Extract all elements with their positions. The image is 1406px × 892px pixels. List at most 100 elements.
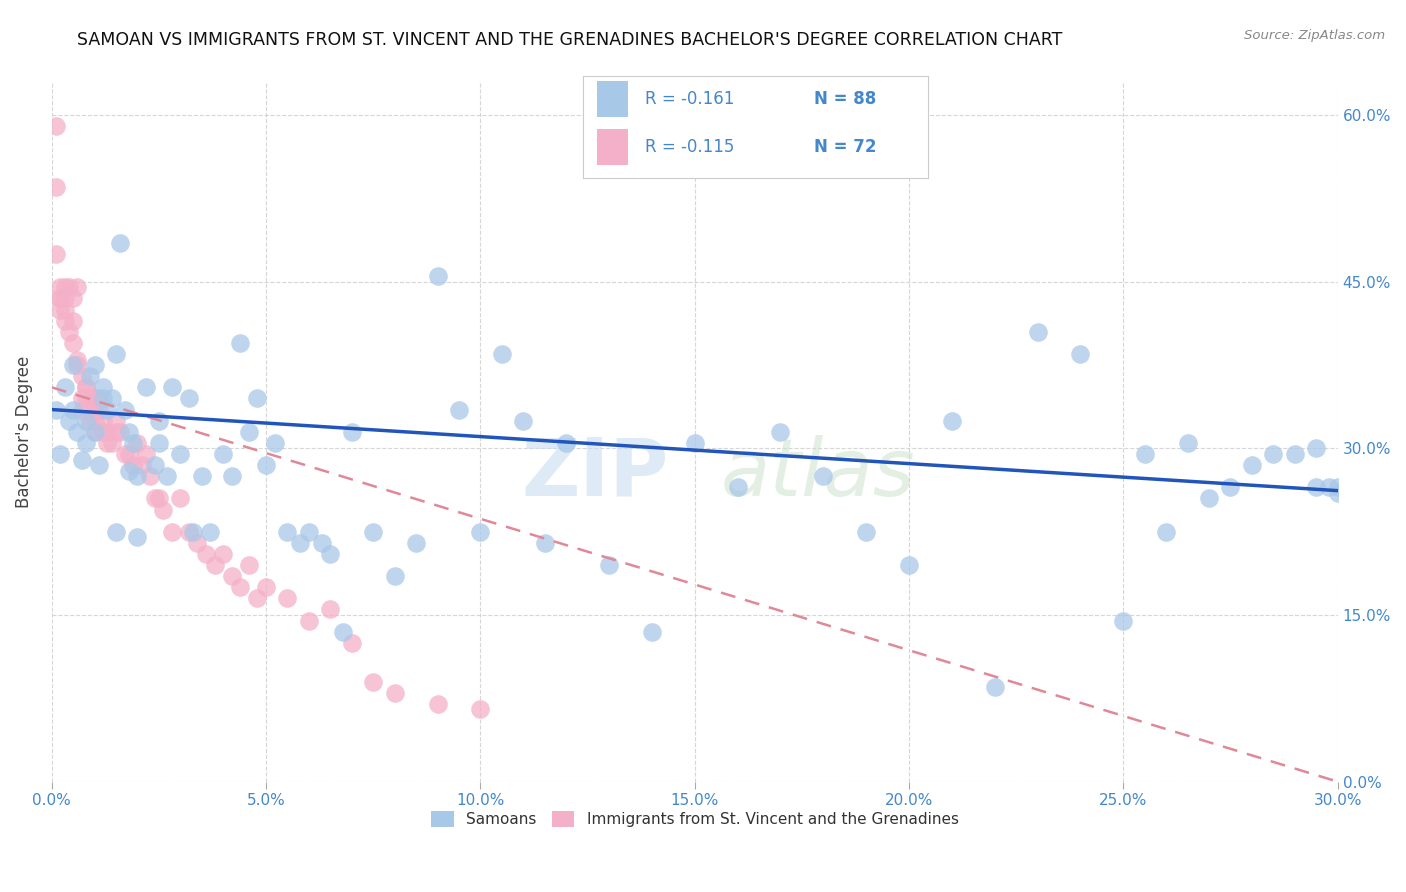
Point [177,392,200,406]
Text: ZIP: ZIP [522,434,669,513]
Point [1219,480,1241,494]
Point [83,392,105,406]
Point [66,280,89,294]
Point [87,392,110,406]
Point [83,425,105,439]
Point [727,480,749,494]
Point [221,569,243,583]
Point [135,447,157,461]
Point [319,547,342,561]
Point [160,380,183,394]
Point [186,536,208,550]
Point [79,369,101,384]
Text: atlas: atlas [720,434,915,513]
Point [1112,614,1135,628]
Point [191,469,214,483]
Point [1317,480,1340,494]
Point [96,436,118,450]
Point [384,569,406,583]
Point [105,524,128,539]
Point [1177,436,1199,450]
Point [105,425,128,439]
Point [110,425,132,439]
Point [83,425,105,439]
Point [169,491,191,506]
Point [340,425,363,439]
Point [75,414,97,428]
Text: R = -0.115: R = -0.115 [645,138,735,156]
Point [212,447,235,461]
Point [332,624,354,639]
Point [290,536,312,550]
Point [62,358,84,372]
Point [131,458,153,472]
Point [122,458,145,472]
Point [66,358,89,372]
Point [361,524,384,539]
Point [200,524,222,539]
Point [62,314,84,328]
Point [105,414,128,428]
Text: N = 72: N = 72 [814,138,877,156]
Point [1240,458,1263,472]
Point [105,347,128,361]
Point [683,436,706,450]
Point [110,235,132,250]
Point [229,580,252,594]
Point [62,335,84,350]
Point [49,280,72,294]
Point [1263,447,1285,461]
Point [1284,447,1306,461]
Point [118,464,141,478]
Point [983,680,1005,694]
Point [87,402,110,417]
Point [127,530,149,544]
Point [127,469,149,483]
Point [139,469,162,483]
Point [91,414,114,428]
Point [62,292,84,306]
Point [91,392,114,406]
Point [254,458,277,472]
Point [491,347,513,361]
Point [1326,486,1348,500]
Point [1198,491,1220,506]
Point [83,402,105,417]
Point [221,469,243,483]
Point [87,458,110,472]
Point [298,524,321,539]
Point [263,436,285,450]
Point [58,414,80,428]
Point [96,402,118,417]
Point [319,602,342,616]
Point [156,469,179,483]
Point [160,524,183,539]
Point [195,547,218,561]
Point [447,402,470,417]
Point [49,447,72,461]
Text: Source: ZipAtlas.com: Source: ZipAtlas.com [1244,29,1385,42]
Point [70,369,93,384]
Point [49,292,72,306]
Point [361,674,384,689]
Legend: Samoans, Immigrants from St. Vincent and the Grenadines: Samoans, Immigrants from St. Vincent and… [425,805,965,833]
Point [229,335,252,350]
Point [1026,325,1049,339]
Point [100,392,122,406]
Text: SAMOAN VS IMMIGRANTS FROM ST. VINCENT AND THE GRENADINES BACHELOR'S DEGREE CORRE: SAMOAN VS IMMIGRANTS FROM ST. VINCENT AN… [77,31,1063,49]
Point [83,414,105,428]
Point [212,547,235,561]
Point [62,402,84,417]
Point [177,524,200,539]
Point [118,425,141,439]
Point [238,425,260,439]
Point [53,314,76,328]
Point [66,425,89,439]
Point [311,536,333,550]
Point [340,636,363,650]
Point [470,524,492,539]
Point [1154,524,1177,539]
Point [79,402,101,417]
Point [276,524,298,539]
Text: R = -0.161: R = -0.161 [645,90,735,108]
